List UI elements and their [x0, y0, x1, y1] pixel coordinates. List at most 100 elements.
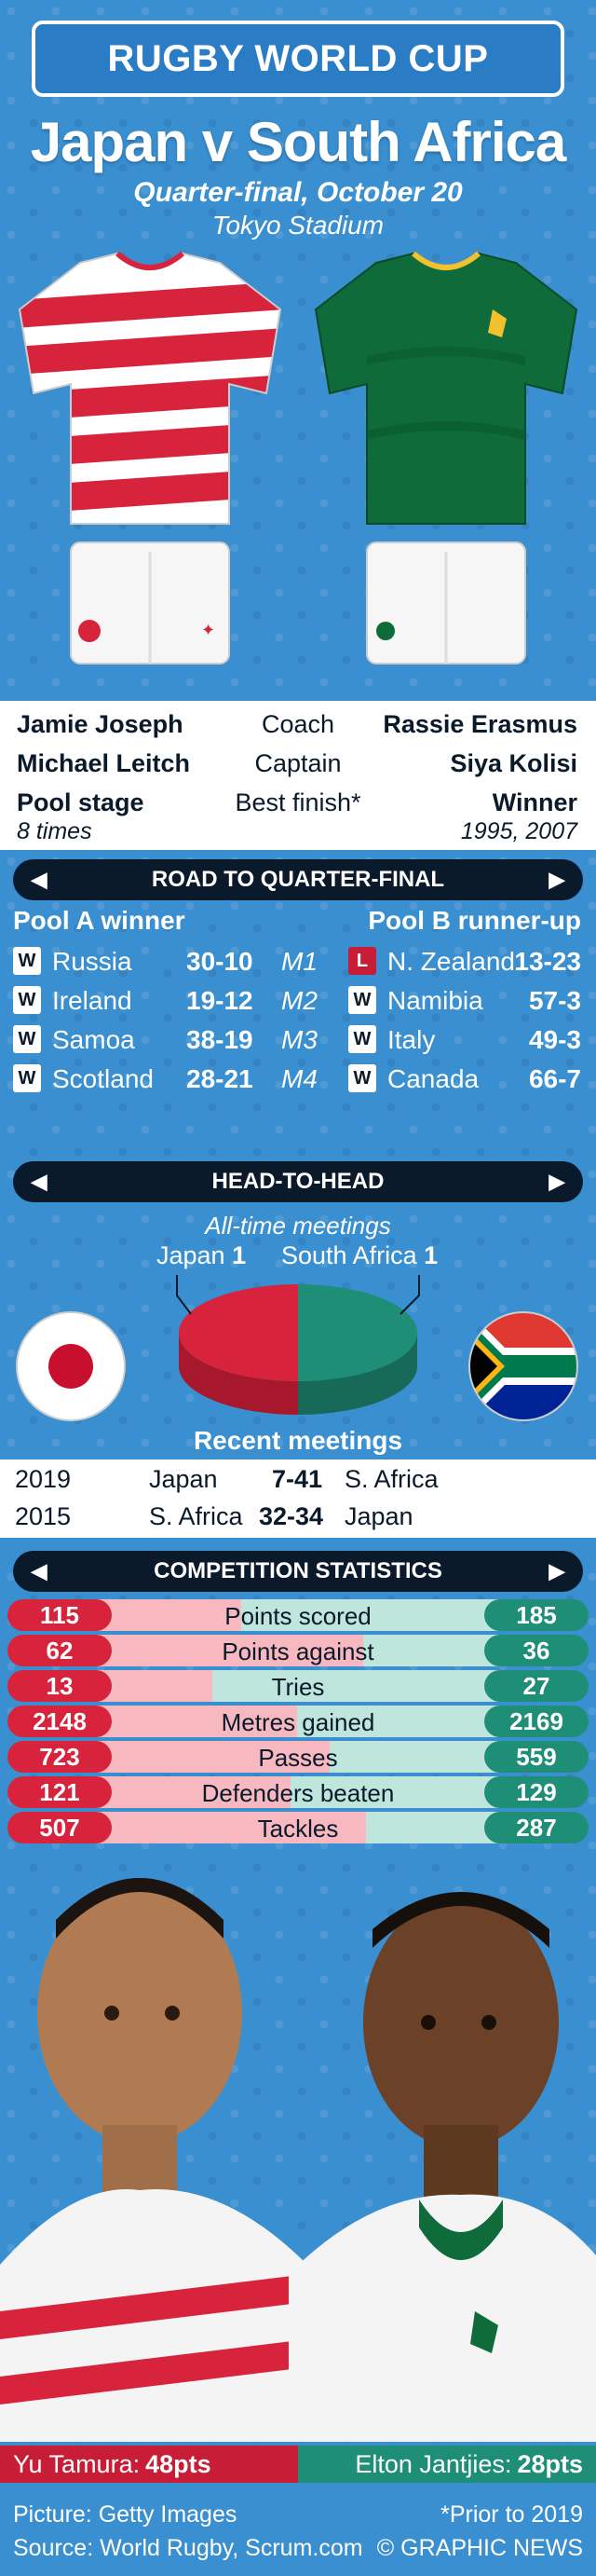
result-row: W Scotland 28-21 M4 W Canada 66-7	[0, 1061, 596, 1098]
stat-label: Points scored	[224, 1602, 372, 1630]
recent-meetings-panel: 2019 Japan 7-41 S. Africa 2015 S. Africa…	[0, 1459, 596, 1538]
road-section-title: ROAD TO QUARTER-FINAL	[151, 867, 445, 892]
source-credit: Source: World Rugby, Scrum.com	[13, 2535, 363, 2561]
result-row: W Russia 30-10 M1 L N. Zealand 13-23	[0, 943, 596, 980]
h2h-pie-chart	[176, 1275, 420, 1415]
captain-label: Captain	[254, 749, 342, 777]
japan-score: 30-10	[186, 947, 253, 976]
japan-coach: Jamie Joseph	[17, 710, 183, 738]
south-africa-pool-label: Pool B runner-up	[368, 906, 581, 935]
south-africa-opponent: Namibia	[387, 986, 483, 1015]
h2h-meetings-label: All-time meetings	[205, 1212, 391, 1240]
chevron-right-icon: ▶	[549, 868, 565, 891]
japan-stat-value: 115	[7, 1599, 112, 1631]
south-africa-top-scorer: Elton Jantjies: 28pts	[298, 2446, 596, 2483]
recent-year: 2019	[15, 1465, 72, 1493]
stats-section-header: ◀ COMPETITION STATISTICS ▶	[13, 1551, 583, 1592]
pie-leader-south-africa	[400, 1275, 420, 1315]
stat-row: Points against	[54, 1635, 542, 1666]
h2h-south-africa-label: South Africa 1	[281, 1241, 438, 1270]
south-africa-stat-value: 2169	[484, 1706, 589, 1737]
south-africa-opponent: N. Zealand	[387, 947, 515, 976]
japan-stat-value: 121	[7, 1776, 112, 1808]
stat-row: Points scored	[54, 1599, 542, 1631]
pie-side-japan	[179, 1333, 298, 1415]
recent-score: 32-34	[259, 1502, 324, 1530]
south-africa-result-badge: W	[348, 986, 376, 1014]
south-africa-stat-value: 185	[484, 1599, 589, 1631]
stat-label: Passes	[258, 1744, 338, 1772]
h2h-south-africa-wins: 1	[424, 1241, 439, 1269]
japan-score: 38-19	[186, 1025, 253, 1054]
stat-label: Defenders beaten	[201, 1779, 395, 1807]
south-africa-scorer-points: 28pts	[517, 2449, 583, 2478]
h2h-section-title: HEAD-TO-HEAD	[211, 1169, 385, 1194]
pie-slice-japan	[179, 1284, 298, 1381]
svg-text:✦: ✦	[201, 621, 215, 639]
team-info-panel: Jamie Joseph Coach Rassie Erasmus Michae…	[0, 701, 596, 850]
subtitle: Quarter-final, October 20	[133, 177, 463, 208]
stat-row: Tries	[54, 1670, 542, 1702]
stat-label: Metres gained	[221, 1708, 375, 1736]
chevron-left-icon: ◀	[31, 1170, 47, 1193]
match-number: M2	[281, 986, 318, 1015]
stat-label: Tries	[271, 1673, 325, 1701]
south-africa-result-badge: W	[348, 1025, 376, 1053]
south-africa-score: 66-7	[528, 1064, 581, 1093]
japan-player-photo	[0, 1878, 307, 2442]
stats-section-title: COMPETITION STATISTICS	[154, 1558, 442, 1583]
page-title: Japan v South Africa	[30, 111, 567, 173]
japan-opponent: Ireland	[52, 986, 132, 1015]
japan-opponent: Russia	[52, 947, 132, 976]
south-africa-score: 13-23	[514, 947, 581, 976]
best-finish-label: Best finish*	[235, 788, 361, 816]
picture-credit: Picture: Getty Images	[13, 2501, 237, 2528]
h2h-south-africa-name: South Africa	[281, 1241, 417, 1269]
chevron-right-icon: ▶	[549, 1170, 565, 1193]
south-africa-result-badge: W	[348, 1064, 376, 1092]
chevron-left-icon: ◀	[31, 1559, 47, 1583]
japan-result-badge: W	[13, 947, 41, 975]
japan-captain: Michael Leitch	[17, 749, 191, 777]
recent-away: Japan	[345, 1502, 413, 1530]
japan-opponent: Samoa	[52, 1025, 135, 1054]
japan-scorer-name: Yu Tamura:	[13, 2449, 141, 2478]
coach-label: Coach	[261, 710, 335, 738]
pie-slice-south-africa	[298, 1284, 417, 1381]
japan-stat-value: 13	[7, 1670, 112, 1702]
banner: RUGBY WORLD CUP	[32, 21, 564, 97]
recent-home: S. Africa	[149, 1502, 243, 1530]
south-africa-score: 49-3	[528, 1025, 581, 1054]
recent-year: 2015	[15, 1502, 72, 1530]
south-africa-player-photo	[289, 1892, 596, 2442]
south-africa-result-badge: L	[348, 947, 376, 975]
h2h-japan-label: Japan 1	[156, 1241, 246, 1270]
south-africa-jersey	[314, 251, 578, 665]
banner-text: RUGBY WORLD CUP	[107, 37, 489, 79]
japan-stat-value: 62	[7, 1635, 112, 1666]
road-section-header: ◀ ROAD TO QUARTER-FINAL ▶	[13, 859, 583, 900]
h2h-section-header: ◀ HEAD-TO-HEAD ▶	[13, 1161, 583, 1202]
venue: Tokyo Stadium	[211, 211, 385, 240]
south-africa-opponent: Canada	[387, 1064, 480, 1093]
stat-label: Points against	[222, 1637, 374, 1665]
stat-row: Passes	[54, 1741, 542, 1773]
match-number: M3	[281, 1025, 318, 1054]
south-africa-stat-value: 27	[484, 1670, 589, 1702]
japan-top-scorer: Yu Tamura: 48pts	[0, 2446, 298, 2483]
publisher-credit: © GRAPHIC NEWS	[376, 2535, 583, 2561]
chevron-right-icon: ▶	[549, 1559, 565, 1583]
south-africa-coach: Rassie Erasmus	[383, 710, 577, 738]
japan-best-finish: Pool stage	[17, 788, 144, 816]
japan-score: 28-21	[186, 1064, 253, 1093]
stat-label: Tackles	[257, 1815, 339, 1843]
south-africa-best-finish-detail: 1995, 2007	[460, 818, 577, 844]
south-africa-flag-icon	[468, 1311, 578, 1421]
result-row: W Ireland 19-12 M2 W Namibia 57-3	[0, 982, 596, 1020]
south-africa-score: 57-3	[528, 986, 581, 1015]
japan-flag-icon	[16, 1311, 126, 1421]
south-africa-scorer-name: Elton Jantjies:	[355, 2449, 512, 2478]
recent-away: S. Africa	[345, 1465, 439, 1493]
stat-row: Defenders beaten	[54, 1776, 542, 1808]
japan-score: 19-12	[186, 986, 253, 1015]
